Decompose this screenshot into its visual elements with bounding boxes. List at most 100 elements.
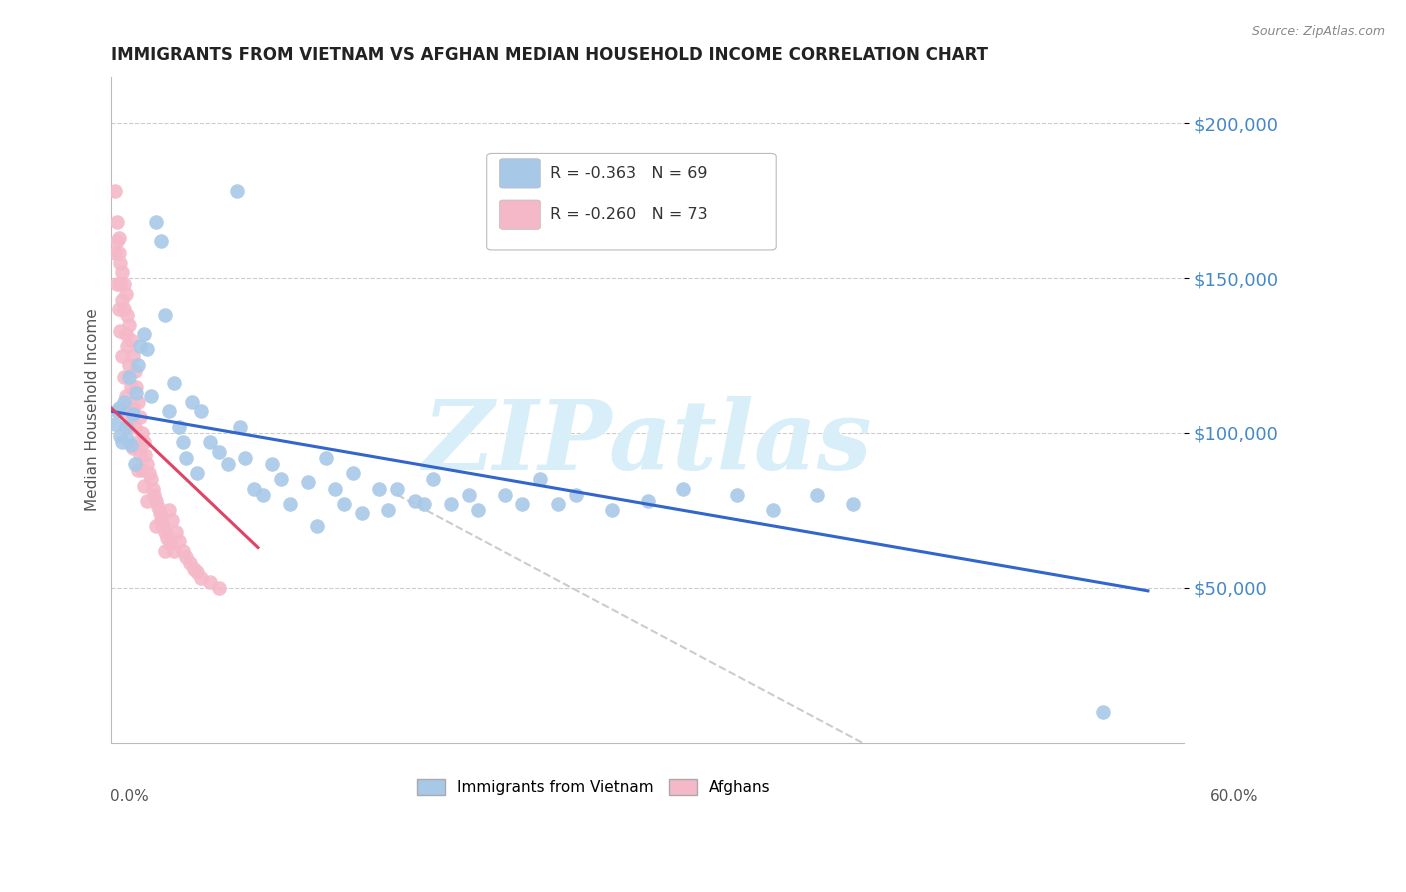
Point <box>131 463 153 477</box>
Point <box>368 482 391 496</box>
Point <box>176 450 198 465</box>
Point <box>117 404 139 418</box>
Legend: Immigrants from Vietnam, Afghans: Immigrants from Vietnam, Afghans <box>412 772 776 802</box>
Point <box>111 265 134 279</box>
Point <box>217 457 239 471</box>
Point <box>127 395 149 409</box>
Point <box>139 472 162 486</box>
Point <box>111 435 134 450</box>
Point <box>512 497 534 511</box>
Point <box>141 482 163 496</box>
Point <box>159 537 181 551</box>
Point <box>440 497 463 511</box>
FancyBboxPatch shape <box>486 153 776 250</box>
Point <box>111 349 134 363</box>
Point <box>377 503 399 517</box>
Point <box>145 215 167 229</box>
Point <box>208 581 231 595</box>
Point <box>118 370 141 384</box>
Text: R = -0.260   N = 73: R = -0.260 N = 73 <box>550 207 707 222</box>
Point <box>160 513 183 527</box>
FancyBboxPatch shape <box>499 200 540 229</box>
Point <box>118 417 141 431</box>
Point <box>243 482 266 496</box>
Point <box>153 543 176 558</box>
Point <box>139 389 162 403</box>
Point <box>157 404 180 418</box>
Point <box>169 534 191 549</box>
Point <box>117 432 139 446</box>
Point <box>315 450 337 465</box>
Text: ZIPatlas: ZIPatlas <box>423 396 872 490</box>
Point <box>121 442 143 456</box>
Point <box>198 574 221 589</box>
Point <box>172 543 194 558</box>
Point <box>112 277 135 292</box>
FancyBboxPatch shape <box>499 159 540 188</box>
Point <box>105 404 128 418</box>
Point <box>150 513 173 527</box>
Text: 60.0%: 60.0% <box>1211 789 1258 805</box>
Point <box>149 507 172 521</box>
Point <box>153 308 176 322</box>
Point <box>134 448 156 462</box>
Point <box>494 488 516 502</box>
Point <box>107 231 129 245</box>
Point <box>118 318 141 332</box>
Point <box>332 497 354 511</box>
Point <box>842 497 865 511</box>
Point <box>105 234 128 248</box>
Point <box>176 549 198 564</box>
Point <box>114 389 136 403</box>
Point <box>387 482 409 496</box>
Text: Source: ZipAtlas.com: Source: ZipAtlas.com <box>1251 25 1385 38</box>
Point <box>117 339 139 353</box>
Point <box>467 503 489 517</box>
Point <box>145 518 167 533</box>
Point <box>600 503 623 517</box>
Point <box>156 531 179 545</box>
Point <box>124 364 146 378</box>
Point <box>132 478 155 492</box>
Point <box>152 518 174 533</box>
Point <box>305 518 328 533</box>
Point <box>323 482 346 496</box>
Point <box>129 410 152 425</box>
Point <box>104 417 127 431</box>
Point <box>565 488 588 502</box>
Point <box>143 488 166 502</box>
Point <box>136 343 159 357</box>
Point <box>297 475 319 490</box>
Point <box>165 524 187 539</box>
Point <box>136 494 159 508</box>
Point <box>529 472 551 486</box>
Point <box>806 488 828 502</box>
Point <box>114 326 136 341</box>
Point <box>107 302 129 317</box>
Point <box>110 324 132 338</box>
Point <box>457 488 479 502</box>
Point <box>104 246 127 260</box>
Point <box>278 497 301 511</box>
Point <box>157 503 180 517</box>
Point <box>110 429 132 443</box>
Point <box>342 466 364 480</box>
Point <box>180 395 202 409</box>
Point <box>235 450 257 465</box>
Point <box>186 466 208 480</box>
Point <box>125 385 148 400</box>
Point <box>270 472 292 486</box>
Point <box>138 466 160 480</box>
Point <box>350 507 373 521</box>
Point <box>129 339 152 353</box>
Point <box>153 524 176 539</box>
Point <box>127 358 149 372</box>
Point <box>127 435 149 450</box>
Point <box>183 562 205 576</box>
Point <box>637 494 659 508</box>
Point <box>112 395 135 409</box>
Point <box>169 419 191 434</box>
Point <box>129 448 152 462</box>
Point <box>225 185 247 199</box>
Point <box>111 293 134 307</box>
